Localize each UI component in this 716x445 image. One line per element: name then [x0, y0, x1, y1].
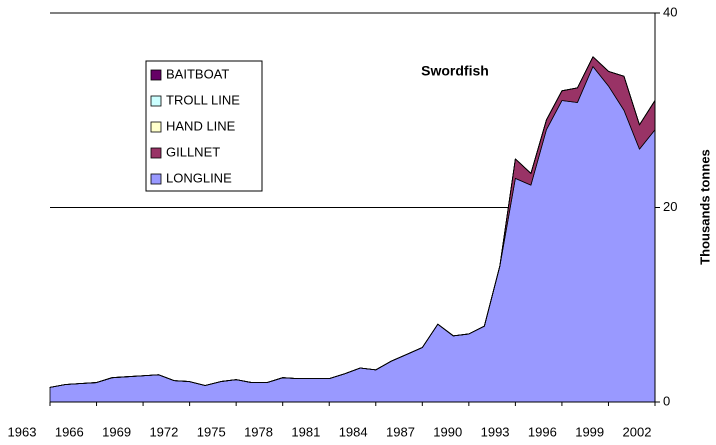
y-axis-title: Thousands tonnes: [697, 149, 712, 265]
legend-label: HAND LINE: [166, 118, 236, 133]
legend-label: TROLL LINE: [166, 92, 240, 107]
areas: [49, 56, 656, 403]
x-tick-label: 1963: [8, 424, 37, 439]
y-tick-label: 0: [663, 393, 670, 408]
axes: 0 20 40 1963 1966 1969 1972 1975 1978 1981 1984 198…: [8, 4, 678, 439]
x-tick-label: 1975: [197, 424, 226, 439]
legend-box: [145, 60, 263, 192]
x-tick-label: 1996: [528, 424, 557, 439]
x-tick-label: 1993: [481, 424, 510, 439]
chart-title: Swordfish: [421, 63, 489, 79]
area: [49, 66, 656, 403]
legend-swatch: [150, 95, 162, 107]
legend-label: BAITBOAT: [166, 66, 229, 81]
legend-swatch: [150, 147, 162, 159]
x-tick-label: 1990: [433, 424, 462, 439]
x-tick-label: 1972: [149, 424, 178, 439]
legend-label: LONGLINE: [166, 170, 232, 185]
x-tick-label: 1966: [55, 424, 84, 439]
x-tick-label: 1978: [244, 424, 273, 439]
x-tick-label: 1984: [339, 424, 368, 439]
x-tick-label: 1969: [102, 424, 131, 439]
legend-label: GILLNET: [166, 144, 220, 159]
legend-swatch: [150, 69, 162, 81]
x-tick-label: 1981: [291, 424, 320, 439]
x-tick-label: 1999: [575, 424, 604, 439]
y-tick-label: 40: [663, 4, 677, 19]
x-tick-label: 1987: [386, 424, 415, 439]
legend: BAITBOAT TROLL LINE HAND LINE GILLNET LONGLI…: [145, 60, 263, 192]
y-tick-label: 20: [663, 199, 677, 214]
legend-swatch: [150, 173, 162, 185]
legend-swatch: [150, 121, 162, 133]
x-tick-label: 2002: [623, 424, 652, 439]
